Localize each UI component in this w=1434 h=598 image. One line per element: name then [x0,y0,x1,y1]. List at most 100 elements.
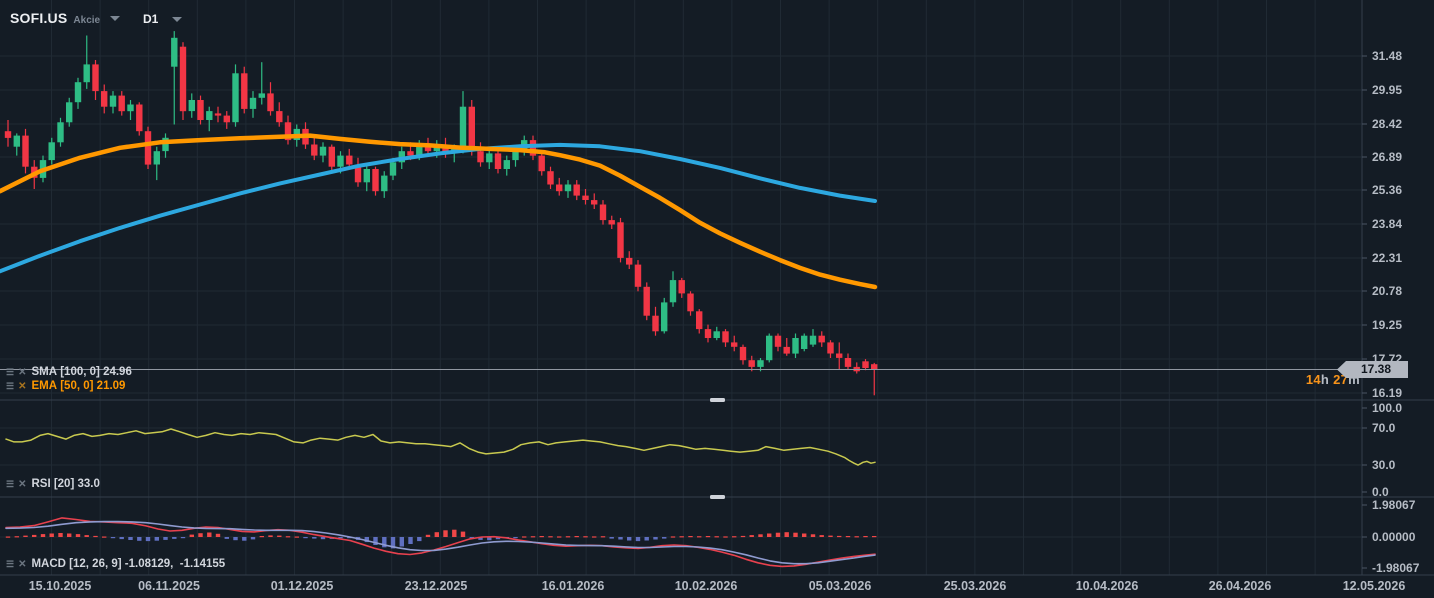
macd-histogram-bar [714,536,719,538]
candle-body [232,73,239,123]
indicator-close-icon[interactable]: ✕ [18,558,27,570]
price-axis-label: 26.89 [1372,150,1403,164]
indicator-settings-icon[interactable]: ☰ [6,478,15,489]
candle-body [319,146,327,156]
panel-resize-handle[interactable] [710,495,725,499]
ema-label: EMA [31,380,58,392]
candle-body [214,113,222,116]
candle-body [83,64,90,83]
macd-histogram-bar [487,537,492,541]
macd-histogram-bar [215,533,221,537]
macd-histogram-bar [198,533,203,537]
indicator-close-icon[interactable]: ✕ [18,380,27,392]
macd-histogram-bar [399,537,404,547]
indicator-close-icon[interactable]: ✕ [18,366,27,378]
macd-histogram-bar [259,536,264,538]
macd-histogram-bar [872,536,877,538]
symbol-selector[interactable]: SOFI.US Akcie [10,10,121,26]
countdown-hours: 14 [1305,372,1321,387]
macd-histogram-bar [618,537,623,540]
candle-body [258,93,265,98]
candle-body [267,93,274,112]
candle-body [284,122,292,141]
macd-histogram-bar [312,537,317,539]
macd-histogram-bar [522,536,527,538]
macd-histogram-bar [565,536,571,538]
macd-histogram-bar [697,536,702,538]
macd-histogram-bar [688,536,693,538]
macd-histogram-bar [740,535,746,538]
candle-body [57,122,64,143]
indicator-settings-icon[interactable]: ☰ [6,366,15,377]
candle-body [13,135,20,147]
candle-body [687,293,694,312]
price-axis-label: 31.48 [1372,49,1403,63]
macd-histogram-bar [32,534,37,537]
date-axis-label: 12.05.2026 [1342,579,1406,593]
chevron-down-icon[interactable] [110,15,121,21]
date-axis-label: 05.03.2026 [808,579,872,593]
candle-body [704,329,712,338]
legend-ema: ☰ ✕ EMA [50, 0] 21.09 [6,380,125,392]
candle-body [836,353,843,358]
macd-histogram-bar [557,536,562,538]
macd-histogram-bar [793,532,798,537]
macd-histogram-bar [644,537,649,541]
candle-body [424,144,432,152]
candle-body [766,335,773,361]
macd-histogram-bar [320,537,326,540]
macd-histogram-bar [592,536,597,538]
indicator-close-icon[interactable]: ✕ [18,478,27,490]
candle-body [477,151,484,163]
candle-body [188,100,195,112]
candle-body [22,135,29,167]
rsi-label: RSI [31,478,51,490]
candle-body [634,264,642,287]
macd-value: -1.08129, -1.14155 [124,558,226,570]
indicator-settings-icon[interactable]: ☰ [6,380,15,391]
macd-histogram-bar [233,537,238,541]
rsi-line [5,428,876,466]
date-axis-label: 23.12.2025 [404,579,468,593]
date-axis-label: 16.01.2026 [541,579,605,593]
candle-body [774,335,782,347]
price-axis-label: 29.95 [1372,83,1403,97]
candle-body [722,331,729,343]
symbol-name: SOFI.US [10,10,68,26]
candle-body [582,195,589,200]
macd-histogram-bar [373,537,378,545]
candle-body [206,111,213,120]
macd-histogram-bar [469,537,474,539]
price-axis-label: 23.84 [1372,217,1403,231]
candle-body [276,111,283,123]
legend-sma: ☰ ✕ SMA [100, 0] 24.96 [6,366,132,378]
panel-resize-handle[interactable] [710,398,725,402]
macd-histogram-bar [382,537,387,548]
date-axis-label: 15.10.2025 [28,579,92,593]
candle-body [66,102,73,123]
timeframe-selector[interactable]: D1 [143,12,183,26]
macd-histogram-bar [207,532,212,537]
macd-histogram-bar [863,536,868,538]
candle-body [556,184,563,192]
countdown-minutes-unit: m [1348,372,1360,387]
candle-body [486,153,493,163]
macd-histogram-bar [268,535,273,537]
candle-body [153,151,160,165]
macd-histogram-bar [854,536,859,538]
macd-histogram-bar [14,536,19,538]
macd-histogram-bar [530,536,536,538]
indicator-settings-icon[interactable]: ☰ [6,558,15,569]
macd-histogram-bar [93,535,98,538]
candle-body [494,153,502,169]
macd-histogram-bar [495,537,501,540]
candle-body [844,358,852,367]
macd-histogram-bar [224,537,229,539]
candle-body [643,286,650,316]
candle-body [337,155,344,167]
macd-histogram-bar [443,530,448,537]
candle-body [801,335,808,349]
chevron-down-icon[interactable] [172,16,183,22]
